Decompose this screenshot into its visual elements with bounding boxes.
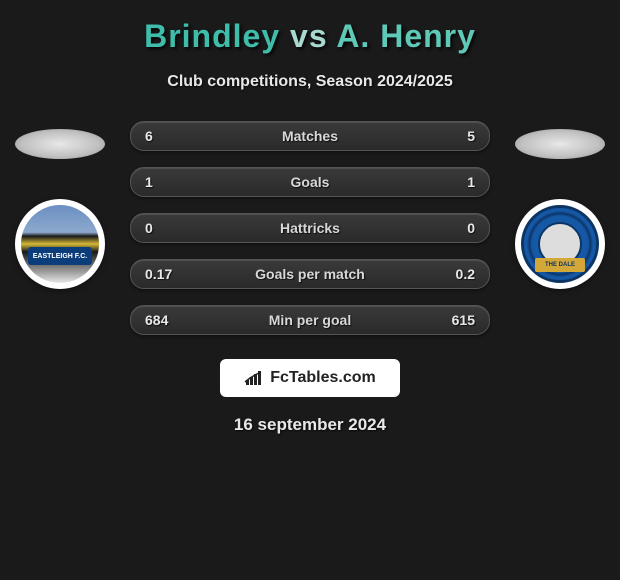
vs-text: vs: [290, 18, 328, 54]
stat-left-value: 6: [145, 128, 185, 144]
badge-left-ribbon: EASTLEIGH F.C.: [28, 247, 92, 265]
player2-name: A. Henry: [336, 18, 476, 54]
badge-right-inner: THE DALE: [521, 205, 599, 283]
stat-right-value: 1: [435, 174, 475, 190]
stat-right-value: 0.2: [435, 266, 475, 282]
badge-left-inner: EASTLEIGH F.C.: [21, 205, 99, 283]
subtitle: Club competitions, Season 2024/2025: [167, 73, 452, 91]
stat-left-value: 684: [145, 312, 185, 328]
right-avatar-column: THE DALE: [510, 121, 610, 289]
player1-name: Brindley: [144, 18, 280, 54]
player1-avatar-placeholder: [15, 129, 105, 159]
player2-avatar-placeholder: [515, 129, 605, 159]
stats-area: EASTLEIGH F.C. 6 Matches 5 1 Goals 1 0 H: [0, 121, 620, 335]
stat-right-value: 615: [435, 312, 475, 328]
stat-left-value: 0: [145, 220, 185, 236]
stat-label: Matches: [185, 128, 435, 144]
stat-label: Goals per match: [185, 266, 435, 282]
date-text: 16 september 2024: [234, 415, 386, 435]
branding-box: FcTables.com: [220, 359, 400, 397]
left-avatar-column: EASTLEIGH F.C.: [10, 121, 110, 289]
content-area: EASTLEIGH F.C. 6 Matches 5 1 Goals 1 0 H: [0, 121, 620, 335]
stat-label: Min per goal: [185, 312, 435, 328]
badge-right-ribbon: THE DALE: [535, 258, 585, 272]
player2-club-badge: THE DALE: [515, 199, 605, 289]
stats-rows: 6 Matches 5 1 Goals 1 0 Hattricks 0 0.17…: [130, 121, 490, 335]
comparison-card: Brindley vs A. Henry Club competitions, …: [0, 0, 620, 445]
title: Brindley vs A. Henry: [144, 18, 476, 55]
stat-right-value: 5: [435, 128, 475, 144]
stat-row-goals: 1 Goals 1: [130, 167, 490, 197]
stat-row-matches: 6 Matches 5: [130, 121, 490, 151]
stat-left-value: 0.17: [145, 266, 185, 282]
stat-left-value: 1: [145, 174, 185, 190]
chart-bar-icon: [244, 370, 264, 386]
stat-row-goals-per-match: 0.17 Goals per match 0.2: [130, 259, 490, 289]
player1-club-badge: EASTLEIGH F.C.: [15, 199, 105, 289]
stat-row-hattricks: 0 Hattricks 0: [130, 213, 490, 243]
stat-label: Hattricks: [185, 220, 435, 236]
stat-right-value: 0: [435, 220, 475, 236]
stat-row-min-per-goal: 684 Min per goal 615: [130, 305, 490, 335]
branding-text: FcTables.com: [270, 369, 376, 387]
stat-label: Goals: [185, 174, 435, 190]
